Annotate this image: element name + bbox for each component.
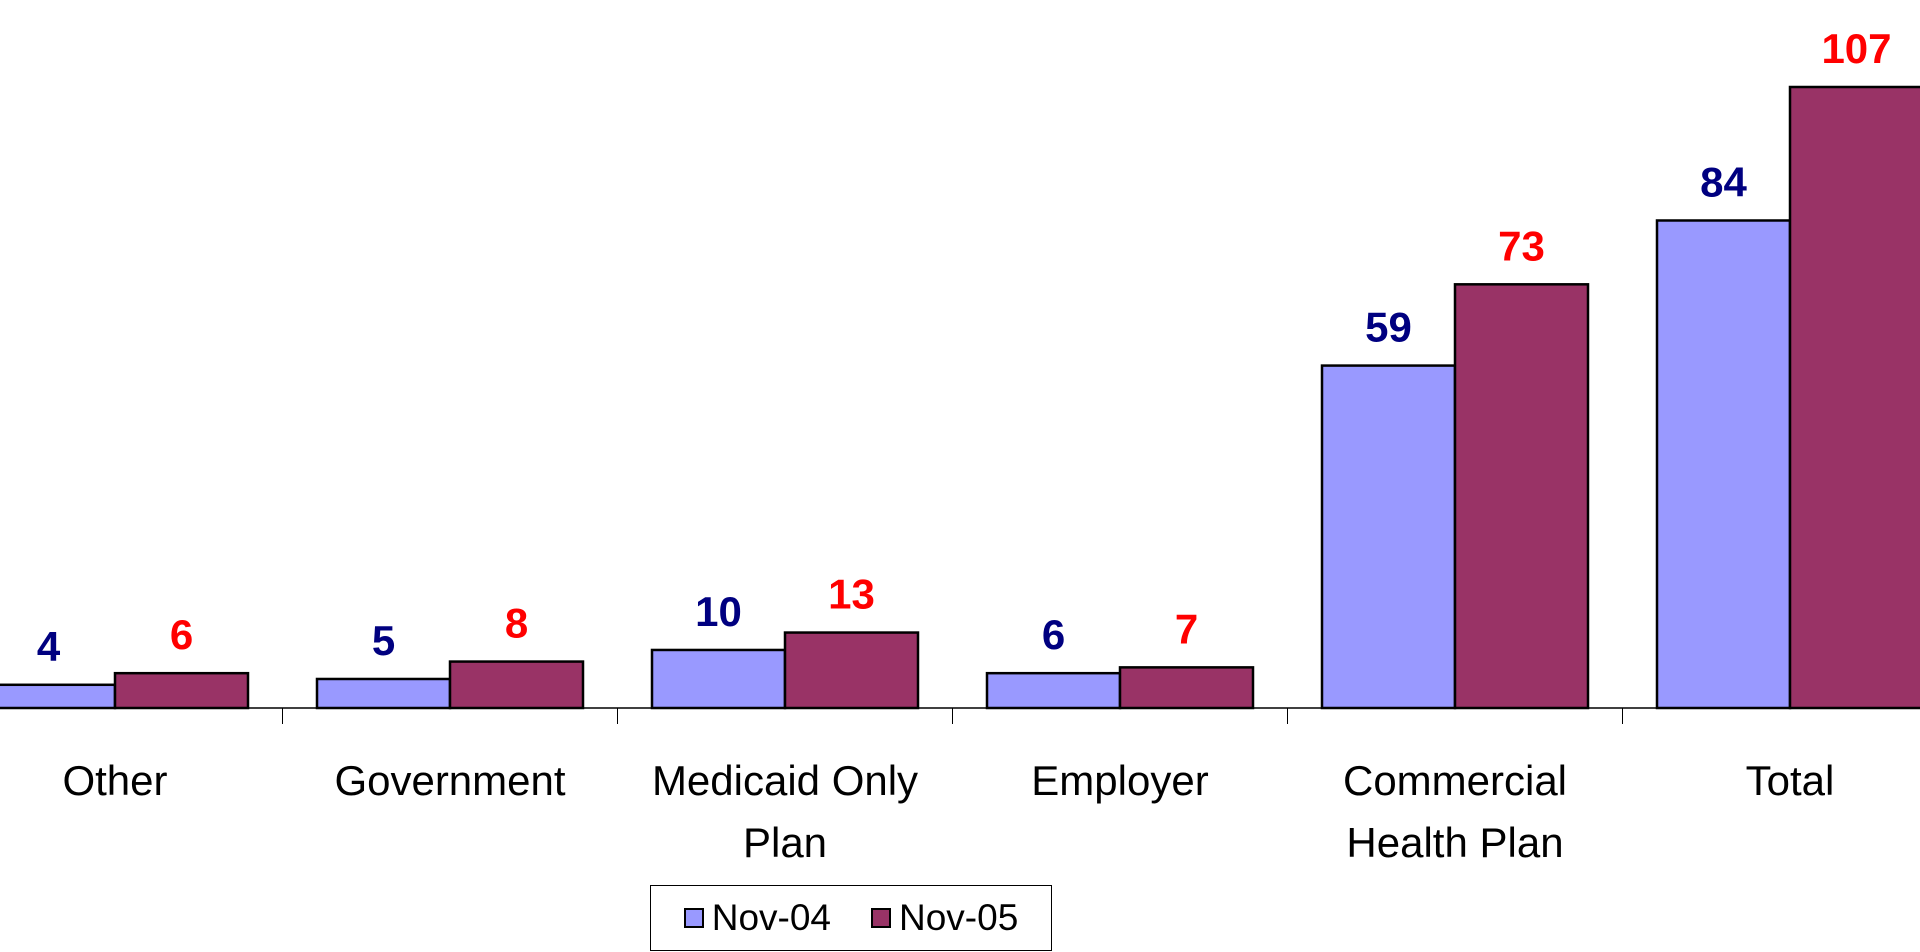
- value-label: 84: [1700, 158, 1747, 205]
- bar: [1320, 364, 1457, 710]
- bar: [113, 671, 250, 710]
- bar: [0, 683, 117, 710]
- bar: [448, 660, 585, 710]
- x-tick-label: Other: [62, 757, 168, 804]
- x-tick-label: Commercial Health Plan: [1342, 757, 1568, 866]
- legend-item: Nov-05: [871, 897, 1018, 939]
- x-tick-label: Government: [334, 757, 566, 804]
- value-label: 59: [1365, 304, 1412, 351]
- x-tick-label: Medicaid Only Plan: [651, 757, 919, 866]
- legend-item: Nov-04: [683, 897, 831, 939]
- value-label: 5: [372, 617, 395, 664]
- x-tick-label: Employer: [1031, 757, 1209, 804]
- value-label: 6: [1042, 611, 1065, 658]
- bar: [1118, 666, 1255, 710]
- legend-label: Nov-04: [711, 897, 831, 938]
- value-label: 4: [37, 623, 61, 670]
- bar: [1655, 219, 1792, 710]
- value-label: 7: [1175, 605, 1198, 652]
- bar: [1453, 283, 1590, 710]
- legend-swatch: [871, 908, 891, 928]
- value-label: 107: [1821, 25, 1891, 72]
- value-label: 8: [505, 600, 528, 647]
- bar: [783, 631, 920, 710]
- bar: [985, 671, 1122, 710]
- legend: Nov-04 Nov-05: [650, 885, 1052, 951]
- bar: [315, 677, 452, 710]
- value-label: 10: [695, 588, 742, 635]
- value-label: 73: [1498, 222, 1545, 269]
- legend-swatch: [683, 908, 704, 928]
- value-label: 13: [828, 571, 875, 618]
- legend-label: Nov-05: [899, 897, 1019, 938]
- x-tick-label: Total: [1745, 757, 1835, 804]
- bar: [1788, 85, 1920, 710]
- bar: [650, 648, 787, 710]
- value-label: 6: [170, 611, 193, 658]
